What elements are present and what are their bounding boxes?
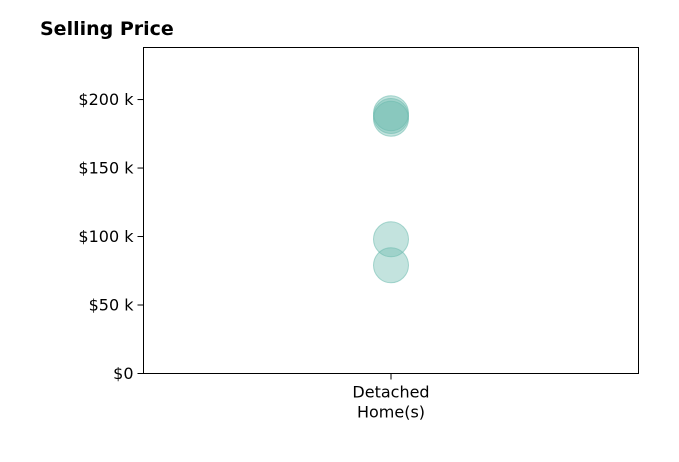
y-tick-label: $100 k <box>78 227 134 246</box>
data-point <box>373 221 409 258</box>
y-tick-label: $150 k <box>78 159 134 178</box>
y-tick-label: $50 k <box>89 296 135 315</box>
data-points <box>373 95 409 284</box>
data-point <box>373 100 409 137</box>
chart-title: Selling Price <box>40 18 174 40</box>
data-point <box>373 247 409 284</box>
y-tick-label: $200 k <box>78 90 134 109</box>
x-tick-label: Detached Home(s) <box>352 383 429 422</box>
y-axis: $0 $50 k $100 k $150 k $200 k <box>78 90 144 383</box>
y-tick-label: $0 <box>113 364 133 383</box>
x-axis: Detached Home(s) <box>352 373 430 422</box>
